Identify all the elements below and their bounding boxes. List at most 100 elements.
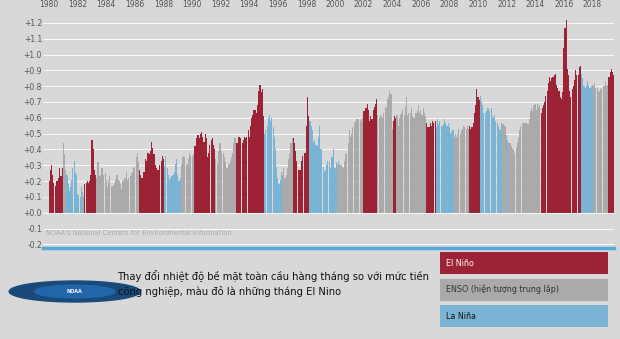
Bar [270, 121, 272, 213]
Bar [343, 168, 344, 213]
Bar [543, 105, 544, 213]
Bar [399, 118, 400, 213]
Bar [56, 181, 57, 213]
Bar [249, 137, 250, 213]
Bar [424, 113, 425, 213]
Bar [150, 151, 151, 213]
Bar [143, 172, 144, 213]
Bar [92, 149, 94, 213]
Bar [55, 186, 56, 213]
Bar [342, 167, 343, 213]
Bar [575, 70, 576, 213]
Bar [441, 126, 443, 213]
Bar [389, 91, 391, 213]
Bar [236, 143, 237, 213]
Bar [554, 75, 555, 213]
Bar [95, 175, 96, 213]
Bar [410, 108, 412, 213]
Bar [611, 69, 612, 213]
Bar [357, 119, 358, 213]
Bar [536, 110, 537, 213]
Bar [223, 153, 224, 213]
Bar [593, 86, 594, 213]
Bar [70, 187, 71, 213]
Bar [477, 97, 479, 213]
Bar [239, 137, 241, 213]
Bar [418, 105, 419, 213]
Bar [586, 86, 587, 213]
Bar [541, 113, 542, 213]
Bar [371, 119, 373, 213]
Bar [299, 170, 300, 213]
Bar [386, 108, 387, 213]
Bar [238, 137, 239, 213]
Bar [140, 175, 141, 213]
Bar [130, 176, 131, 213]
Bar [172, 175, 174, 213]
Bar [122, 181, 123, 213]
Bar [500, 131, 501, 213]
Bar [120, 184, 121, 213]
Bar [313, 142, 314, 213]
Bar [157, 170, 158, 213]
Bar [513, 149, 514, 213]
Bar [210, 145, 211, 213]
Bar [184, 157, 185, 213]
Bar [503, 126, 505, 213]
Bar [132, 172, 133, 213]
Bar [131, 173, 132, 213]
Bar [63, 143, 64, 213]
Bar [476, 89, 477, 213]
Bar [334, 168, 335, 213]
Bar [511, 146, 512, 213]
Bar [469, 126, 470, 213]
Bar [221, 151, 223, 213]
Bar [264, 134, 265, 213]
Bar [78, 195, 79, 213]
Text: El Niño: El Niño [446, 259, 474, 268]
Bar [187, 165, 188, 213]
Bar [568, 75, 569, 213]
Bar [482, 105, 484, 213]
Bar [294, 143, 295, 213]
Bar [426, 123, 427, 213]
Bar [375, 104, 376, 213]
Bar [338, 161, 339, 213]
Bar [370, 116, 371, 213]
Bar [501, 123, 502, 213]
Bar [71, 180, 73, 213]
Bar [262, 89, 263, 213]
Bar [149, 154, 150, 213]
Bar [228, 164, 229, 213]
Bar [494, 115, 495, 213]
Bar [99, 176, 100, 213]
Bar [289, 154, 290, 213]
Bar [326, 165, 327, 213]
Bar [565, 20, 567, 213]
Bar [316, 145, 317, 213]
Bar [205, 134, 206, 213]
Bar [617, 72, 618, 213]
Bar [108, 181, 109, 213]
Bar [451, 132, 453, 213]
Bar [526, 123, 528, 213]
Bar [619, 62, 620, 213]
Bar [382, 118, 383, 213]
Bar [175, 164, 176, 213]
Bar [169, 180, 170, 213]
Bar [283, 168, 285, 213]
Bar [352, 127, 353, 213]
Bar [585, 88, 586, 213]
Bar [231, 157, 232, 213]
Bar [322, 167, 324, 213]
Bar [226, 168, 227, 213]
Bar [456, 137, 457, 213]
Bar [495, 121, 497, 213]
Bar [356, 119, 357, 213]
Bar [599, 93, 600, 213]
Bar [252, 115, 254, 213]
Bar [174, 172, 175, 213]
Bar [519, 131, 520, 213]
Bar [308, 116, 309, 213]
Bar [64, 154, 65, 213]
